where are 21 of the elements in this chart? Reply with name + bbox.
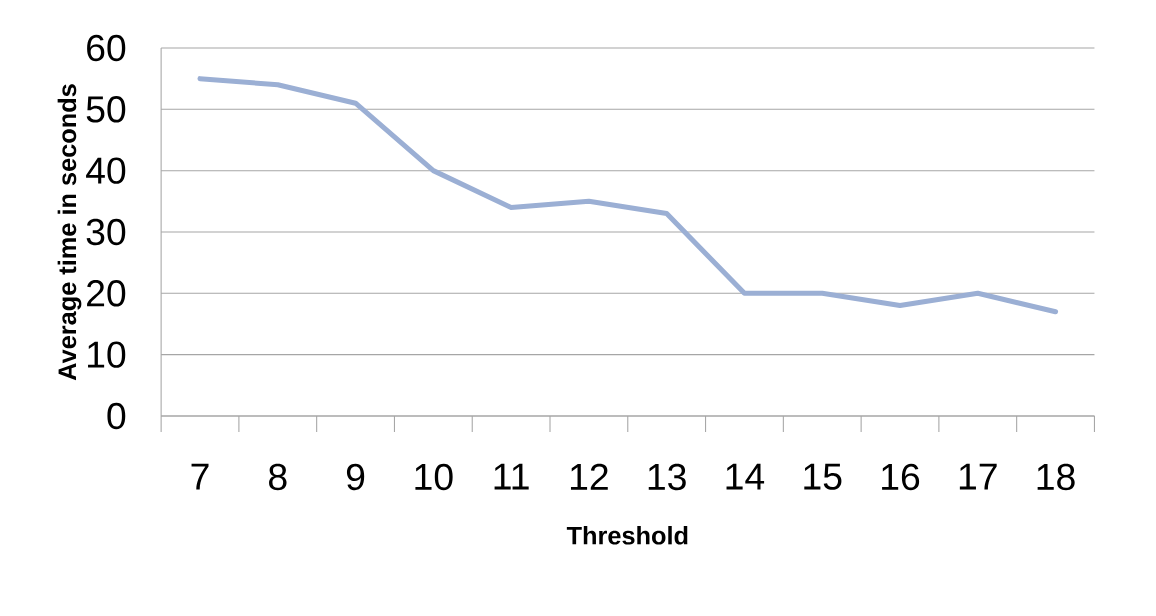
x-tick-label: 8 [269, 463, 287, 491]
y-tick-label: 0 [107, 402, 126, 430]
y-tick-label: 50 [86, 96, 126, 123]
x-axis-title: Threshold [566, 525, 688, 545]
x-tick-label: 9 [346, 463, 365, 491]
x-tick-label: 10 [415, 463, 453, 491]
y-tick-label: 30 [86, 218, 126, 246]
x-tick-label: 11 [494, 463, 529, 490]
x-tick-label: 15 [804, 463, 842, 490]
y-tick-label: 60 [87, 34, 126, 62]
x-tick-label: 7 [191, 463, 209, 490]
y-tick-label: 40 [86, 157, 126, 184]
x-tick-label: 14 [726, 463, 765, 490]
x-tick-label: 17 [959, 463, 997, 490]
y-axis-title: Average time in seconds [57, 84, 82, 381]
y-tick-label: 10 [88, 341, 126, 368]
x-tick-label: 18 [1037, 463, 1075, 491]
y-tick-label: 20 [87, 280, 126, 307]
x-tick-label: 12 [570, 463, 608, 490]
x-tick-label: 13 [648, 463, 686, 491]
x-tick-label: 16 [882, 463, 920, 491]
